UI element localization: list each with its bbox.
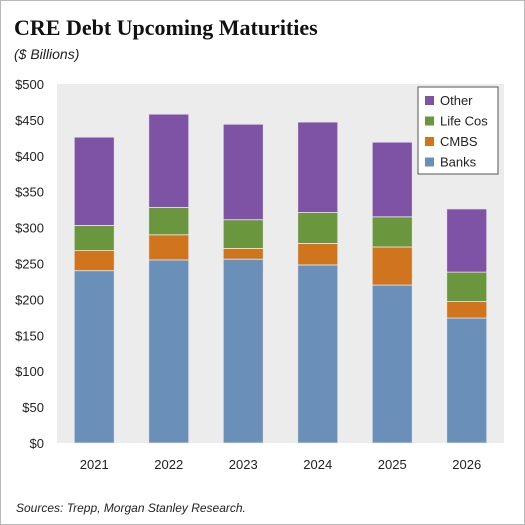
bar-banks-2026 bbox=[446, 317, 488, 444]
bar-cmbs-2025 bbox=[371, 246, 413, 286]
y-tick-label: $150 bbox=[15, 328, 44, 343]
bar-other-2022 bbox=[148, 113, 190, 208]
legend-swatch-life-cos bbox=[425, 116, 434, 126]
legend-swatch-other bbox=[425, 96, 434, 105]
bar-life-cos-2023 bbox=[222, 219, 264, 249]
bar-cmbs-2021 bbox=[73, 250, 115, 272]
bar-other-2021 bbox=[73, 136, 115, 226]
bar-cmbs-2024 bbox=[297, 242, 339, 266]
bar-banks-2021 bbox=[73, 270, 115, 444]
bar-cmbs-2023 bbox=[222, 248, 264, 260]
bar-life-cos-2025 bbox=[371, 216, 413, 248]
x-tick-label: 2023 bbox=[229, 457, 258, 472]
chart-subtitle: ($ Billions) bbox=[14, 46, 80, 62]
bar-other-2024 bbox=[297, 121, 339, 213]
y-tick-label: $200 bbox=[15, 292, 44, 307]
y-tick-label: $400 bbox=[15, 149, 44, 164]
x-tick-label: 2021 bbox=[80, 457, 109, 472]
y-tick-label: $350 bbox=[15, 185, 44, 200]
legend-label-banks: Banks bbox=[440, 155, 477, 170]
bar-other-2023 bbox=[222, 123, 264, 221]
bar-banks-2022 bbox=[148, 259, 190, 444]
legend-label-cmbs: CMBS bbox=[440, 134, 478, 149]
bar-cmbs-2026 bbox=[446, 301, 488, 319]
bar-banks-2023 bbox=[222, 258, 264, 444]
legend-label-other: Other bbox=[440, 93, 473, 108]
bar-banks-2025 bbox=[371, 284, 413, 444]
y-axis: $0 $50 $100 $150 $200 $250 $300 $350 $400 $450 $50… bbox=[15, 77, 44, 451]
x-axis: 2021 2022 2023 2024 2025 2026 bbox=[80, 457, 481, 472]
y-tick-label: $50 bbox=[22, 400, 44, 415]
legend: Other Life Cos CMBS Banks bbox=[417, 86, 499, 175]
bar-life-cos-2026 bbox=[446, 271, 488, 302]
legend-label-life-cos: Life Cos bbox=[440, 114, 488, 129]
bar-life-cos-2022 bbox=[148, 207, 190, 236]
y-tick-label: $500 bbox=[15, 77, 44, 92]
bar-other-2026 bbox=[446, 208, 488, 273]
bars bbox=[73, 113, 488, 444]
y-tick-label: $450 bbox=[15, 113, 44, 128]
bar-life-cos-2024 bbox=[297, 212, 339, 244]
source-note: Sources: Trepp, Morgan Stanley Research. bbox=[16, 501, 246, 515]
bar-life-cos-2021 bbox=[73, 225, 115, 251]
x-tick-label: 2025 bbox=[378, 457, 407, 472]
x-tick-label: 2024 bbox=[303, 457, 332, 472]
y-tick-label: $250 bbox=[15, 257, 44, 272]
legend-swatch-cmbs bbox=[425, 137, 434, 146]
x-tick-label: 2022 bbox=[154, 457, 183, 472]
bar-cmbs-2022 bbox=[148, 234, 190, 261]
bar-banks-2024 bbox=[297, 264, 339, 444]
x-tick-label: 2026 bbox=[452, 457, 481, 472]
bar-other-2025 bbox=[371, 141, 413, 218]
chart-title: CRE Debt Upcoming Maturities bbox=[14, 15, 318, 40]
y-tick-label: $0 bbox=[30, 436, 44, 451]
y-tick-label: $300 bbox=[15, 221, 44, 236]
legend-swatch-banks bbox=[425, 157, 434, 167]
y-tick-label: $100 bbox=[15, 364, 44, 379]
